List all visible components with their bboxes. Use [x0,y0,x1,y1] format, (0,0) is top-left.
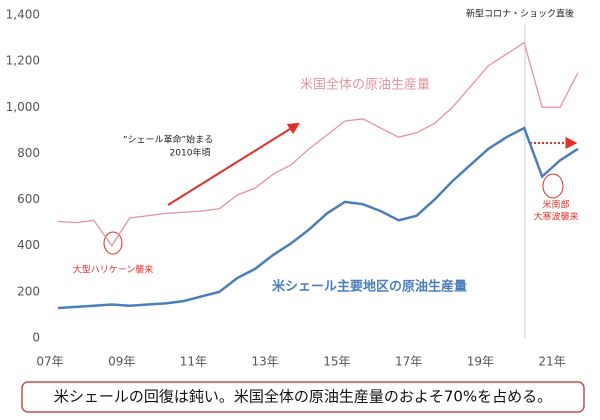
y-tick-label: 800 [17,146,40,160]
x-tick-label: 11年 [180,355,207,369]
y-tick-label: 1,000 [6,100,40,114]
y-tick-label: 0 [32,331,40,345]
x-tick-label: 15年 [323,355,350,369]
series-line [57,126,579,310]
summary: 米シェールの回復は鈍い。米国全体の原油生産量のおよそ70%を占める。 [54,388,552,406]
revolution-note: 2010年頃 [170,147,211,159]
y-tick-label: 600 [17,192,40,206]
cold-note: 大寒波襲来 [533,211,578,223]
hurricane-note: 大型ハリケーン襲来 [73,264,154,276]
revolution-note: ”シェール革命”始まる [123,134,213,146]
y-tick-label: 400 [17,238,40,252]
series-line [57,41,579,247]
cold-note: 米南部 [542,199,569,211]
x-tick-label: 21年 [538,355,565,369]
y-tick-label: 200 [17,284,40,298]
legend-label: 米国全体の原油生産量 [300,77,430,93]
summary-box [21,381,585,413]
y-tick-label: 1,400 [6,8,40,22]
circle [542,173,564,199]
x-tick-label: 07年 [36,355,63,369]
y-tick-label: 1,200 [6,54,40,68]
x-tick-label: 17年 [395,355,422,369]
x-tick-label: 19年 [467,355,494,369]
x-tick-label: 13年 [252,355,279,369]
covid-note: 新型コロナ・ショック直後 [466,8,574,20]
circle [103,231,123,255]
arrow [167,122,301,206]
legend-label: 米シェール主要地区の原油生産量 [272,279,467,295]
x-tick-label: 09年 [108,355,135,369]
